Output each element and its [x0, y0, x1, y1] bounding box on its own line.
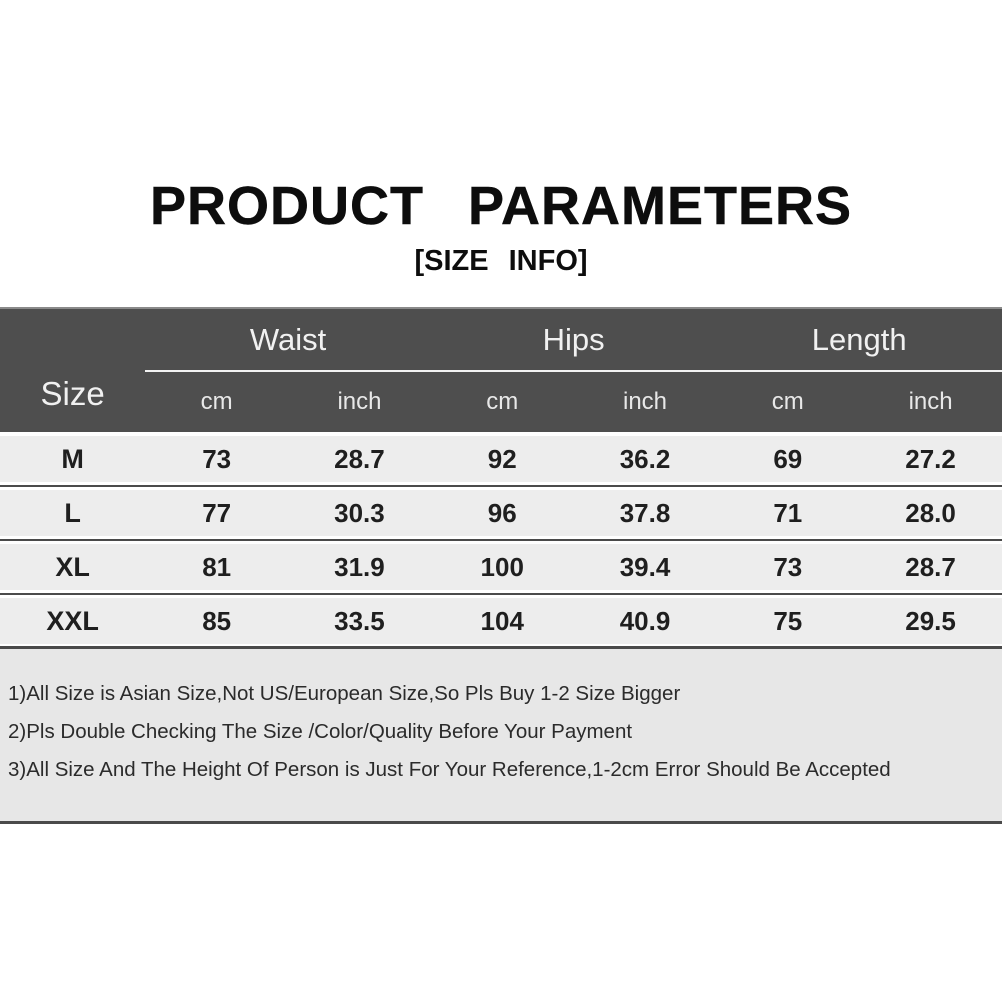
note-line-3: 3)All Size And The Height Of Person is J… — [8, 758, 891, 781]
table-row-xl: XL 81 31.9 100 39.4 73 28.7 — [0, 544, 1002, 590]
cell-length-cm: 69 — [773, 443, 803, 474]
cell-waist-cm: 81 — [202, 551, 232, 582]
cell-size: L — [64, 497, 81, 528]
cell-hips-cm: 92 — [487, 443, 517, 474]
page-title: PRODUCT PARAMETERS — [149, 176, 852, 237]
notes-panel: 1)All Size is Asian Size,Not US/European… — [0, 646, 1002, 824]
cell-length-inch: 27.2 — [905, 443, 956, 474]
group-header-hips: Hips — [542, 321, 605, 357]
cell-waist-cm: 77 — [202, 497, 232, 528]
table-row-xxl: XXL 85 33.5 104 40.9 75 29.5 — [0, 598, 1002, 644]
cell-length-cm: 71 — [773, 497, 803, 528]
cell-length-inch: 28.7 — [905, 551, 956, 582]
cell-hips-inch: 36.2 — [619, 443, 671, 474]
size-info-subtitle: [SIZE INFO] — [414, 245, 588, 277]
cell-length-cm: 75 — [773, 605, 803, 636]
row-separator — [0, 539, 1002, 541]
cell-hips-inch: 40.9 — [619, 605, 671, 636]
unit-header-waist-cm: cm — [200, 388, 233, 415]
table-header: Size Waist Hips Length cm inch cm inch c… — [0, 307, 1002, 432]
cell-hips-cm: 96 — [487, 497, 517, 528]
cell-waist-inch: 31.9 — [334, 551, 385, 582]
cell-waist-cm: 73 — [202, 443, 232, 474]
table-header-right: Waist Hips Length cm inch cm inch cm inc… — [145, 309, 1002, 432]
table-row-m: M 73 28.7 92 36.2 69 27.2 — [0, 436, 1002, 482]
group-header-length: Length — [811, 321, 907, 357]
group-header-row: Waist Hips Length — [145, 309, 1002, 370]
cell-size: XXL — [46, 605, 99, 636]
size-column-header: Size — [40, 374, 105, 412]
cell-size: M — [61, 443, 84, 474]
cell-hips-inch: 39.4 — [619, 551, 671, 582]
cell-hips-inch: 37.8 — [619, 497, 671, 528]
cell-length-cm: 73 — [773, 551, 803, 582]
unit-header-hips-inch: inch — [623, 388, 668, 415]
cell-waist-inch: 30.3 — [334, 497, 385, 528]
cell-hips-cm: 104 — [480, 605, 524, 636]
note-line-1: 1)All Size is Asian Size,Not US/European… — [8, 682, 681, 705]
cell-length-inch: 28.0 — [905, 497, 956, 528]
cell-size: XL — [55, 551, 90, 582]
unit-header-length-cm: cm — [771, 388, 804, 415]
cell-hips-cm: 100 — [480, 551, 524, 582]
note-line-2: 2)Pls Double Checking The Size /Color/Qu… — [8, 720, 633, 743]
cell-waist-inch: 33.5 — [334, 605, 385, 636]
unit-header-row: cm inch cm inch cm inch — [145, 372, 1002, 432]
unit-header-length-inch: inch — [908, 388, 953, 415]
cell-waist-cm: 85 — [202, 605, 232, 636]
group-header-waist: Waist — [249, 321, 327, 357]
cell-length-inch: 29.5 — [905, 605, 956, 636]
table-row-l: L 77 30.3 96 37.8 71 28.0 — [0, 490, 1002, 536]
cell-waist-inch: 28.7 — [334, 443, 385, 474]
unit-header-waist-inch: inch — [337, 388, 382, 415]
header-divider-line — [145, 370, 1002, 372]
row-separator — [0, 593, 1002, 595]
unit-header-hips-cm: cm — [486, 388, 519, 415]
size-table: Size Waist Hips Length cm inch cm inch c… — [0, 307, 1002, 824]
row-separator — [0, 485, 1002, 487]
